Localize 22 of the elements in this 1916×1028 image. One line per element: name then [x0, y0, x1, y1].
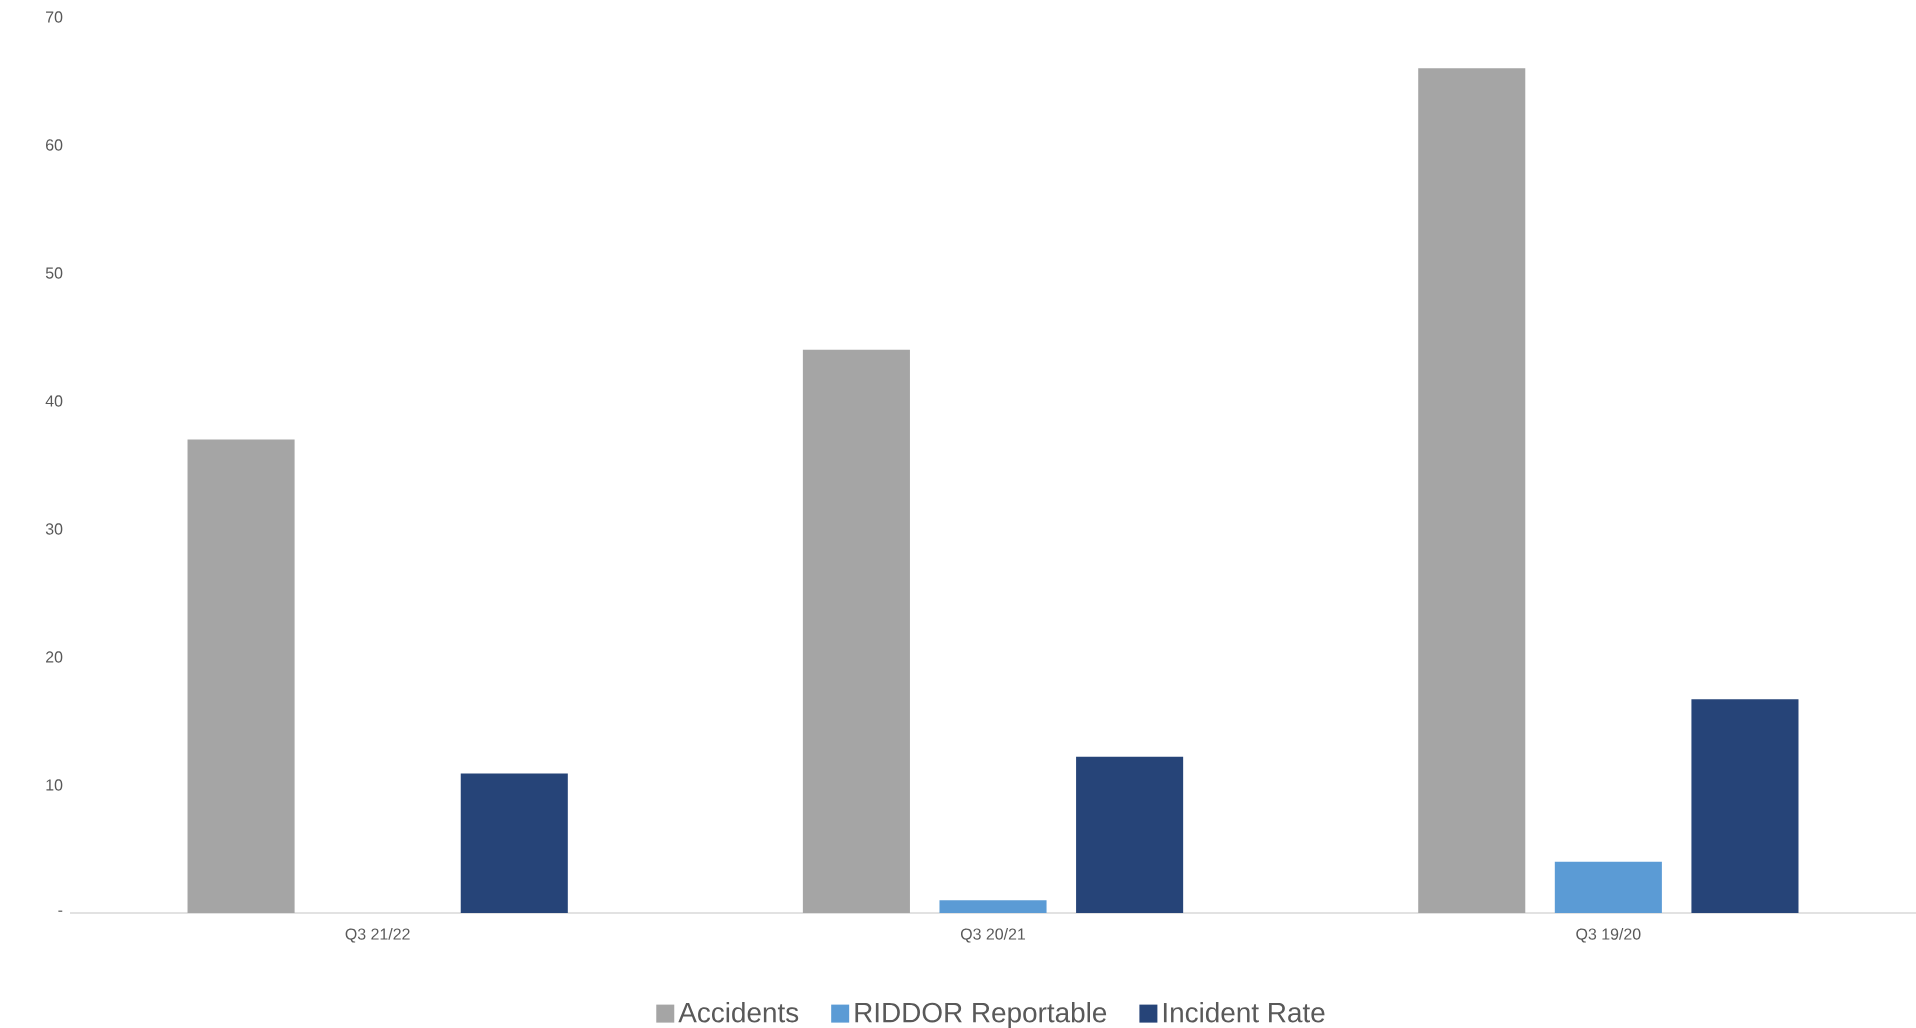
bar — [1691, 699, 1799, 913]
bar — [1076, 756, 1184, 913]
x-tick-label: Q3 19/20 — [1576, 928, 1641, 943]
y-tick-label: 10 — [46, 779, 63, 791]
bar — [1418, 68, 1526, 913]
y-tick-label: - — [58, 910, 63, 912]
y-tick-label: 30 — [45, 523, 63, 535]
legend-label: Accidents — [678, 1002, 799, 1023]
x-tick-label: Q3 21/22 — [345, 928, 410, 943]
bar — [460, 773, 568, 913]
x-tick-label: Q3 20/21 — [960, 928, 1026, 943]
bar — [187, 439, 295, 913]
y-tick-label: 60 — [46, 139, 63, 151]
y-tick-label: 40 — [45, 395, 63, 407]
bar — [1554, 861, 1662, 913]
bar — [939, 900, 1047, 913]
y-tick-label: 50 — [45, 267, 63, 279]
bar — [802, 349, 910, 913]
y-tick-label: 70 — [46, 11, 63, 23]
y-tick-label: 20 — [46, 651, 63, 663]
legend-label: Incident Rate — [1163, 1002, 1325, 1023]
legend-label: RIDDOR Reportable — [855, 1002, 1107, 1028]
